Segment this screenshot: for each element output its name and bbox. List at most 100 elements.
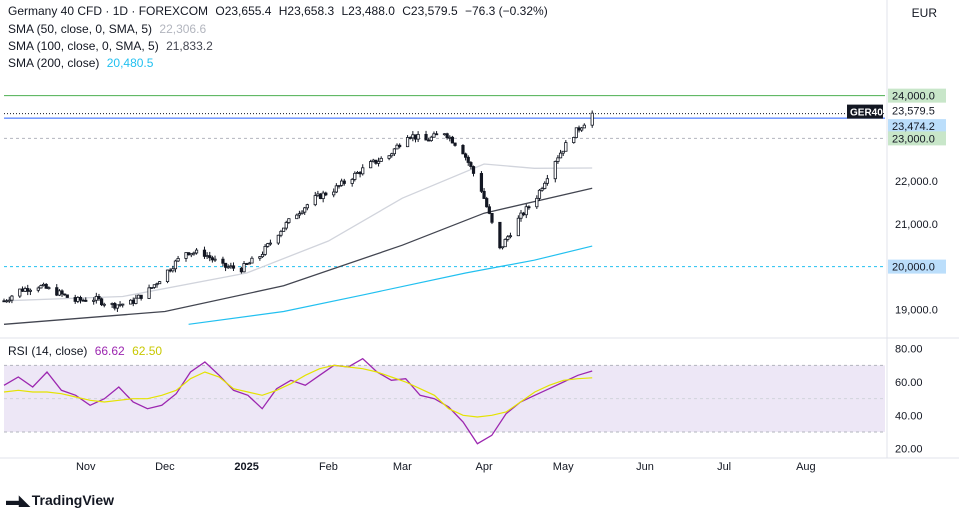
candle-up bbox=[150, 287, 154, 289]
candle-down bbox=[202, 249, 207, 257]
candle-up bbox=[313, 195, 317, 206]
candle-down bbox=[427, 139, 431, 142]
candle-up bbox=[537, 189, 542, 199]
time-tick-label: Jul bbox=[717, 461, 731, 473]
candle-up bbox=[213, 258, 217, 261]
price-pane bbox=[2, 95, 885, 325]
header-legend: Germany 40 CFD · 1D · FOREXCOM O23,655.4… bbox=[8, 4, 552, 18]
time-tick-label: Aug bbox=[796, 461, 816, 473]
candle-up bbox=[303, 207, 307, 213]
currency-label[interactable]: EUR bbox=[911, 6, 937, 20]
candle-up bbox=[184, 252, 188, 259]
grid bbox=[0, 0, 959, 459]
candle-up bbox=[516, 217, 520, 237]
candle-up bbox=[266, 243, 270, 247]
tag-24000-bg bbox=[888, 88, 946, 103]
close-value: C23,579.5 bbox=[402, 4, 458, 18]
candle-up bbox=[519, 212, 523, 219]
rsi-pane bbox=[3, 357, 885, 445]
candle-up bbox=[300, 211, 304, 214]
candle-up bbox=[121, 303, 125, 306]
candle-down bbox=[398, 144, 402, 148]
candle-down bbox=[239, 267, 243, 273]
candle-down bbox=[413, 134, 418, 140]
candle-up bbox=[110, 303, 114, 305]
candle-down bbox=[208, 255, 212, 259]
candle-down bbox=[231, 265, 236, 269]
candle-up bbox=[405, 137, 410, 148]
axes: 22,000.0 21,000.0 19,000.0 24,000.0 23,579.5… bbox=[76, 88, 946, 473]
candle-down bbox=[78, 296, 83, 301]
candle-up bbox=[28, 289, 32, 292]
price-tick-label: 22,000.0 bbox=[895, 176, 938, 188]
candle-up bbox=[508, 235, 513, 238]
candle-up bbox=[118, 304, 122, 306]
candle-up bbox=[540, 188, 544, 191]
candle-down bbox=[73, 297, 77, 302]
symbol-title[interactable]: Germany 40 CFD · 1D · FOREXCOM bbox=[8, 4, 209, 18]
candle-down bbox=[434, 133, 439, 136]
sma200-line bbox=[188, 245, 593, 325]
candle-up bbox=[580, 127, 584, 131]
candle-up bbox=[369, 161, 373, 169]
time-tick-label: May bbox=[553, 461, 574, 473]
candle-up bbox=[165, 269, 170, 283]
rsi-legend[interactable]: RSI (14, close) 66.62 62.50 bbox=[8, 344, 166, 358]
candle-down bbox=[2, 300, 6, 303]
candle-down bbox=[97, 295, 101, 300]
candle-up bbox=[41, 283, 46, 286]
tag-23000-bg bbox=[888, 131, 946, 146]
candle-down bbox=[20, 288, 25, 292]
candle-down bbox=[374, 159, 378, 164]
candle-up bbox=[263, 246, 267, 255]
candle-up bbox=[297, 213, 302, 216]
sma100-legend[interactable]: SMA (100, close, 0, SMA, 5) 21,833.2 bbox=[8, 39, 217, 53]
candle-up bbox=[361, 167, 365, 175]
candle-up bbox=[129, 299, 133, 305]
candle-up bbox=[558, 152, 563, 159]
candle-up bbox=[7, 299, 11, 302]
rsi-ma-line bbox=[3, 364, 593, 418]
candle-up bbox=[355, 172, 360, 174]
candle-down bbox=[464, 153, 468, 158]
candle-down bbox=[445, 133, 449, 139]
time-tick-label: 2025 bbox=[234, 461, 258, 473]
candle-up bbox=[171, 268, 175, 272]
candle-up bbox=[115, 304, 120, 309]
candle-up bbox=[194, 249, 199, 254]
candle-up bbox=[76, 296, 80, 302]
candle-up bbox=[332, 191, 336, 196]
tag-24000: 24,000.0 bbox=[892, 91, 935, 103]
sma200-legend[interactable]: SMA (200, close) 20,480.5 bbox=[8, 56, 157, 70]
symbol-tag: GER40 bbox=[850, 108, 883, 119]
candle-up bbox=[543, 182, 547, 189]
tag-last-bg bbox=[888, 103, 946, 118]
sma50-label: SMA (50, close, 0, SMA, 5) bbox=[8, 22, 153, 36]
sma100-label: SMA (100, close, 0, SMA, 5) bbox=[8, 39, 159, 53]
sma50-line bbox=[3, 163, 593, 302]
candle-down bbox=[63, 293, 67, 296]
candle-down bbox=[482, 190, 486, 199]
candle-down bbox=[324, 192, 328, 196]
candle-up bbox=[94, 295, 98, 301]
candle-down bbox=[466, 156, 470, 163]
candle-up bbox=[442, 133, 447, 136]
sma50-legend[interactable]: SMA (50, close, 0, SMA, 5) 22,306.6 bbox=[8, 22, 210, 36]
candle-down bbox=[26, 288, 30, 292]
brand-text: TradingView bbox=[31, 492, 114, 508]
candle-down bbox=[471, 166, 476, 174]
candle-up bbox=[429, 136, 433, 142]
candle-up bbox=[284, 222, 288, 229]
candle-up bbox=[411, 134, 415, 139]
tradingview-logo[interactable]: ▬◣ TradingView bbox=[6, 492, 114, 509]
candle-down bbox=[65, 294, 69, 298]
candle-down bbox=[113, 303, 117, 309]
candle-down bbox=[469, 162, 473, 167]
tag-23474: 23,474.2 bbox=[892, 121, 935, 133]
candle-down bbox=[527, 206, 531, 209]
sma100-value: 21,833.2 bbox=[166, 39, 213, 53]
candle-up bbox=[92, 299, 96, 302]
rsi-line bbox=[3, 357, 593, 445]
candle-up bbox=[506, 236, 510, 240]
sma100-line bbox=[3, 187, 593, 325]
